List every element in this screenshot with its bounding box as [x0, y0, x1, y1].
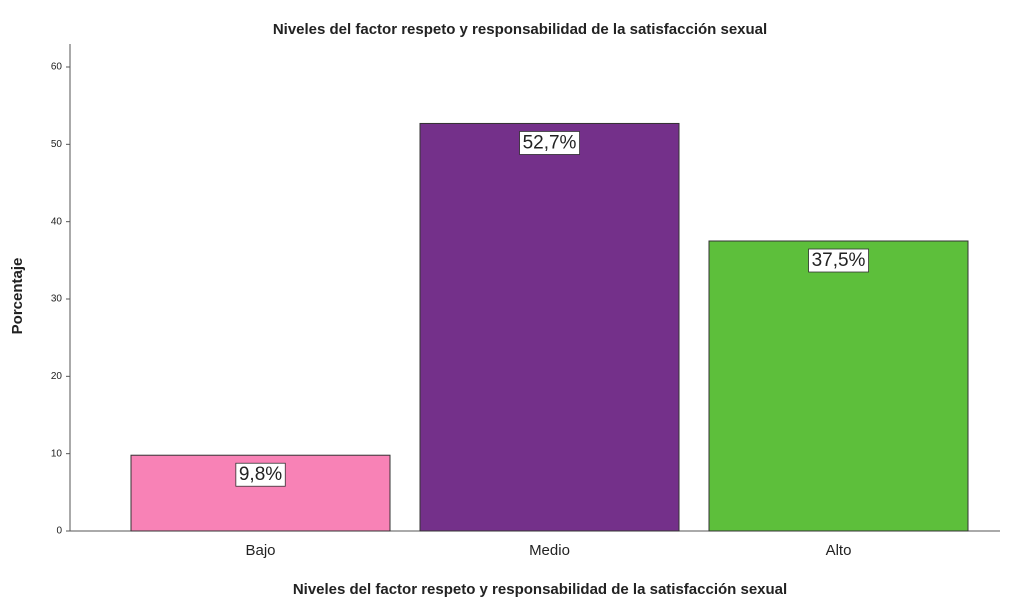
x-axis-title: Niveles del factor respeto y responsabil… — [293, 581, 787, 598]
value-label: 52,7% — [523, 132, 577, 153]
chart-title: Niveles del factor respeto y responsabil… — [273, 21, 767, 38]
x-tick-label: Alto — [826, 542, 852, 559]
x-tick-label: Bajo — [245, 542, 275, 559]
y-tick-label: 50 — [51, 139, 63, 150]
value-label-box — [808, 248, 869, 273]
y-tick-label: 60 — [51, 62, 63, 73]
value-label-box — [519, 131, 580, 155]
bar — [708, 240, 969, 532]
value-label-box — [235, 462, 286, 487]
y-tick-label: 20 — [51, 371, 63, 382]
value-label: 9,8% — [239, 464, 282, 485]
value-label: 37,5% — [812, 250, 866, 271]
y-tick-label: 40 — [51, 216, 63, 227]
y-axis-title: Porcentaje — [9, 258, 26, 335]
y-tick-label: 0 — [56, 526, 62, 537]
x-tick-label: Medio — [529, 542, 570, 559]
y-tick-label: 30 — [51, 294, 63, 305]
bar — [419, 122, 680, 532]
y-tick-label: 10 — [51, 448, 63, 459]
